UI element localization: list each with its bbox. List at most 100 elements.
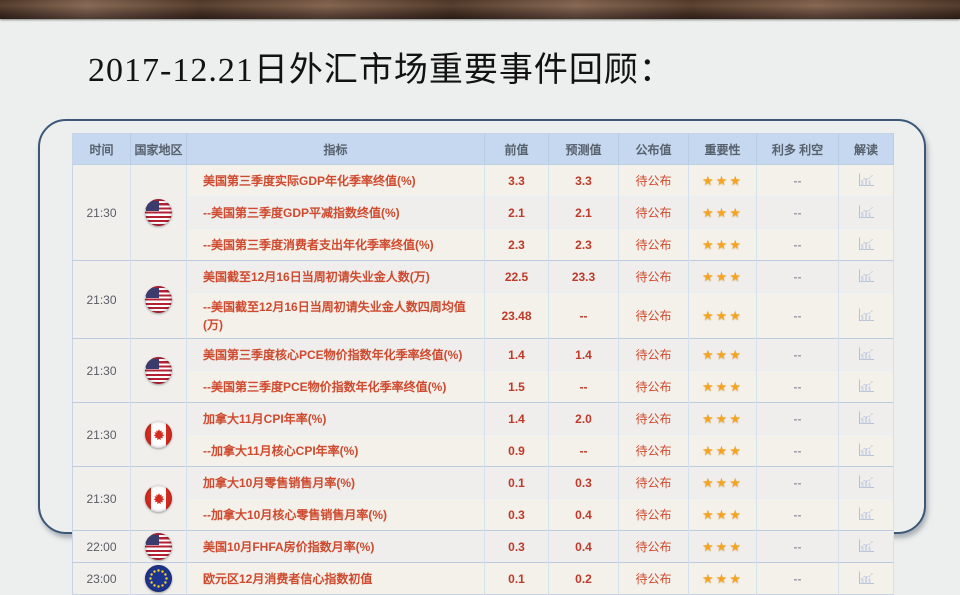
table-row: --美国第三季度消费者支出年化季率终值(%) 2.3 2.3 待公布 ★★★ -- xyxy=(73,228,894,261)
page-title: 2017-12.21日外汇市场重要事件回顾： xyxy=(88,52,674,89)
table-row: 23:00 欧元区12月消费者信心指数初值 0.1 0.2 待公布 ★★★ -- xyxy=(72,562,894,595)
table-row: 21:30 美国第三季度核心PCE物价指数年化季率终值(%) 1.4 1.4 待公布 ★★… xyxy=(72,338,894,403)
forecast-value: 0.4 xyxy=(548,498,619,531)
us-flag-icon xyxy=(145,286,172,313)
chart-link[interactable] xyxy=(838,434,894,467)
forecast-value: 3.3 xyxy=(548,164,619,197)
published-value: 待公布 xyxy=(618,530,689,563)
importance-stars: ★★★ xyxy=(688,228,757,261)
forecast-value: -- xyxy=(548,370,619,403)
bias-value: -- xyxy=(756,292,839,339)
bar-chart-icon xyxy=(859,269,874,283)
indicator-label: --美国第三季度PCE物价指数年化季率终值(%) xyxy=(186,370,485,403)
flag-cell xyxy=(130,562,187,595)
bar-chart-icon xyxy=(859,507,874,521)
chart-link[interactable] xyxy=(838,292,894,339)
bias-value: -- xyxy=(756,164,839,197)
chart-link[interactable] xyxy=(838,402,894,435)
table-row: 21:30 美国截至12月16日当周初请失业金人数(万) 22.5 23.3 待公布 ★★… xyxy=(72,260,894,339)
table-row: --加拿大10月核心零售销售月率(%) 0.3 0.4 待公布 ★★★ -- xyxy=(73,498,894,531)
indicator-label: 美国截至12月16日当周初请失业金人数(万) xyxy=(186,260,485,293)
bar-chart-icon xyxy=(859,571,874,585)
events-table: 时间 国家地区 指标 前值 预测值 公布值 重要性 利多 利空 解读 21:30 美国第三季度实际… xyxy=(72,133,894,595)
forecast-value: 0.4 xyxy=(548,530,619,563)
previous-value: 1.5 xyxy=(484,370,549,403)
bias-value: -- xyxy=(756,530,839,563)
bias-value: -- xyxy=(756,466,839,499)
bias-value: -- xyxy=(756,228,839,261)
importance-stars: ★★★ xyxy=(688,562,757,595)
table-row: 21:30 加拿大11月CPI年率(%) 1.4 2.0 待公布 ★★★ -- xyxy=(72,402,894,467)
chart-link[interactable] xyxy=(838,164,894,197)
previous-value: 23.48 xyxy=(484,292,549,339)
chart-link[interactable] xyxy=(838,530,894,563)
chart-link[interactable] xyxy=(838,228,894,261)
col-header-6: 重要性 xyxy=(688,133,757,165)
col-header-3: 前值 xyxy=(484,133,549,165)
chart-link[interactable] xyxy=(838,370,894,403)
previous-value: 0.1 xyxy=(484,466,549,499)
published-value: 待公布 xyxy=(618,228,689,261)
bar-chart-icon xyxy=(859,173,874,187)
importance-stars: ★★★ xyxy=(688,338,757,371)
chart-link[interactable] xyxy=(838,562,894,595)
flag-cell xyxy=(130,402,187,467)
us-flag-icon xyxy=(145,199,172,226)
maple-leaf-icon xyxy=(153,428,164,440)
indicator-label: 加拿大11月CPI年率(%) xyxy=(186,402,485,435)
indicator-label: 加拿大10月零售销售月率(%) xyxy=(186,466,485,499)
chart-link[interactable] xyxy=(838,466,894,499)
indicator-label: 欧元区12月消费者信心指数初值 xyxy=(186,562,485,595)
table-row: 21:30 美国第三季度实际GDP年化季率终值(%) 3.3 3.3 待公布 ★★★ -- xyxy=(72,164,894,261)
forecast-value: 2.1 xyxy=(548,196,619,229)
chart-link[interactable] xyxy=(838,260,894,293)
col-header-1: 国家地区 xyxy=(130,133,187,165)
published-value: 待公布 xyxy=(618,292,689,339)
importance-stars: ★★★ xyxy=(688,196,757,229)
chart-link[interactable] xyxy=(838,498,894,531)
table-row: --美国截至12月16日当周初请失业金人数四周均值(万) 23.48 -- 待公布 ★★… xyxy=(73,292,894,339)
table-row: 22:00 美国10月FHFA房价指数月率(%) 0.3 0.4 待公布 ★★★ -- xyxy=(72,530,894,563)
bar-chart-icon xyxy=(859,379,874,393)
table-row: 21:30 加拿大10月零售销售月率(%) 0.1 0.3 待公布 ★★★ -- xyxy=(72,466,894,531)
col-header-0: 时间 xyxy=(72,133,131,165)
bias-value: -- xyxy=(756,562,839,595)
bar-chart-icon xyxy=(859,475,874,489)
bias-value: -- xyxy=(756,338,839,371)
time-cell: 23:00 xyxy=(72,562,131,595)
bias-value: -- xyxy=(756,196,839,229)
bias-value: -- xyxy=(756,370,839,403)
flag-cell xyxy=(130,260,187,339)
published-value: 待公布 xyxy=(618,260,689,293)
previous-value: 0.3 xyxy=(484,498,549,531)
indicator-label: --美国截至12月16日当周初请失业金人数四周均值(万) xyxy=(186,292,485,339)
published-value: 待公布 xyxy=(618,402,689,435)
bar-chart-icon xyxy=(859,308,874,322)
indicator-label: --加拿大10月核心零售销售月率(%) xyxy=(186,498,485,531)
bias-value: -- xyxy=(756,498,839,531)
importance-stars: ★★★ xyxy=(688,164,757,197)
indicator-label: 美国第三季度实际GDP年化季率终值(%) xyxy=(186,164,485,197)
time-cell: 21:30 xyxy=(72,164,131,261)
time-cell: 21:30 xyxy=(72,260,131,339)
chart-link[interactable] xyxy=(838,338,894,371)
bias-value: -- xyxy=(756,402,839,435)
chart-link[interactable] xyxy=(838,196,894,229)
previous-value: 0.3 xyxy=(484,530,549,563)
table-row: --美国第三季度PCE物价指数年化季率终值(%) 1.5 -- 待公布 ★★★ -- xyxy=(73,370,894,403)
bar-chart-icon xyxy=(859,237,874,251)
forecast-value: -- xyxy=(548,434,619,467)
wood-texture-bar xyxy=(0,0,960,19)
forecast-value: 23.3 xyxy=(548,260,619,293)
flag-cell xyxy=(130,466,187,531)
published-value: 待公布 xyxy=(618,338,689,371)
eu-stars-icon xyxy=(149,569,168,588)
indicator-label: 美国10月FHFA房价指数月率(%) xyxy=(186,530,485,563)
table-header-row: 时间 国家地区 指标 前值 预测值 公布值 重要性 利多 利空 解读 xyxy=(72,133,894,165)
bar-chart-icon xyxy=(859,539,874,553)
previous-value: 0.9 xyxy=(484,434,549,467)
bar-chart-icon xyxy=(859,347,874,361)
published-value: 待公布 xyxy=(618,466,689,499)
forecast-value: -- xyxy=(548,292,619,339)
eu-flag-icon xyxy=(145,565,172,592)
